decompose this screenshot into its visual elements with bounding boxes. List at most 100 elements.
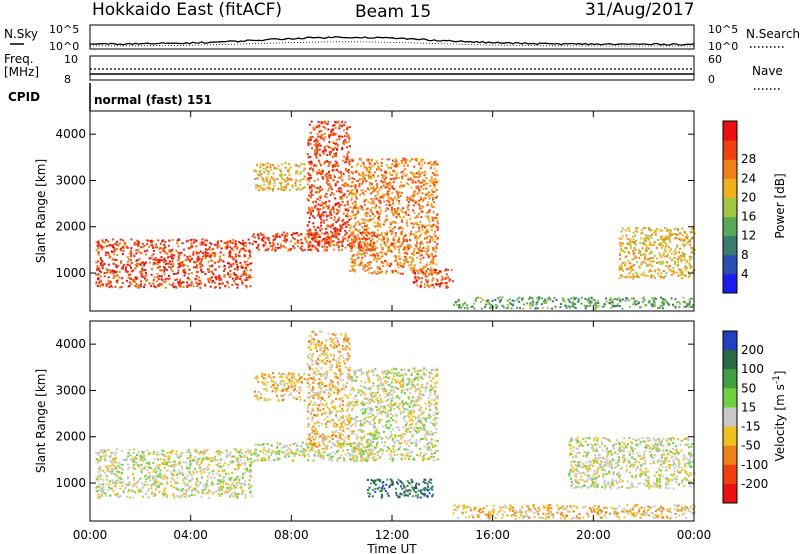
scatter-cell xyxy=(212,473,215,476)
scatter-cell xyxy=(392,169,395,172)
scatter-cell xyxy=(322,121,325,124)
scatter-cell xyxy=(428,235,431,238)
scatter-cell xyxy=(663,248,666,251)
scatter-cell xyxy=(110,487,112,490)
scatter-cell xyxy=(172,262,175,265)
scatter-cell xyxy=(415,231,418,234)
scatter-cell xyxy=(157,261,159,264)
scatter-cell xyxy=(681,277,684,280)
scatter-cell xyxy=(620,230,623,233)
scatter-cell xyxy=(577,297,580,300)
scatter-cell xyxy=(114,285,117,288)
scatter-cell xyxy=(155,486,158,489)
scatter-cell xyxy=(226,487,229,490)
scatter-cell xyxy=(165,455,168,458)
scatter-cell xyxy=(426,241,429,244)
scatter-cell xyxy=(217,276,220,279)
scatter-cell xyxy=(322,125,325,128)
scatter-cell xyxy=(158,282,161,285)
scatter-cell xyxy=(121,471,124,474)
scatter-cell xyxy=(292,232,295,235)
scatter-cell xyxy=(336,180,339,183)
scatter-cell xyxy=(181,242,184,245)
scatter-cell xyxy=(354,216,357,219)
scatter-cell xyxy=(431,262,434,265)
scatter-cell xyxy=(266,165,269,168)
scatter-cell xyxy=(224,472,227,475)
scatter-cell xyxy=(168,244,170,247)
scatter-cell xyxy=(229,479,232,481)
scatter-cell xyxy=(214,459,217,462)
scatter-cell xyxy=(435,182,438,185)
scatter-cell xyxy=(374,235,376,237)
scatter-cell xyxy=(311,147,313,150)
scatter-cell xyxy=(413,247,416,250)
scatter-cell xyxy=(256,245,259,248)
scatter-cell xyxy=(663,239,666,241)
scatter-cell xyxy=(404,158,407,161)
scatter-cell xyxy=(119,495,122,498)
scatter-cell xyxy=(670,248,673,251)
scatter-cell xyxy=(336,241,339,244)
scatter-cell xyxy=(676,245,679,248)
scatter-cell xyxy=(205,486,207,489)
scatter-cell xyxy=(664,275,667,278)
scatter-cell xyxy=(227,273,230,276)
scatter-cell xyxy=(140,468,143,471)
scatter-cell xyxy=(108,243,111,246)
scatter-cell xyxy=(95,281,98,284)
scatter-cell xyxy=(122,239,125,242)
scatter-cell xyxy=(341,120,344,123)
scatter-cell xyxy=(208,248,211,251)
scatter-cell xyxy=(222,464,225,467)
scatter-cell xyxy=(107,466,110,469)
scatter-cell xyxy=(159,269,162,272)
scatter-cell xyxy=(122,463,124,466)
scatter-cell xyxy=(331,133,333,136)
scatter-cell xyxy=(405,258,408,261)
scatter-cell xyxy=(232,479,235,482)
scatter-cell xyxy=(198,452,201,455)
scatter-cell xyxy=(330,446,333,449)
scatter-cell xyxy=(242,247,245,250)
scatter-cell xyxy=(378,216,381,218)
scatter-cell xyxy=(228,477,231,480)
scatter-cell xyxy=(135,285,138,288)
scatter-cell xyxy=(196,458,199,461)
scatter-cell xyxy=(251,243,254,246)
scatter-cell xyxy=(636,227,639,230)
scatter-cell xyxy=(415,159,418,162)
scatter-cell xyxy=(229,263,232,266)
scatter-cell xyxy=(112,457,115,460)
scatter-cell xyxy=(362,246,364,249)
scatter-cell xyxy=(241,282,244,285)
scatter-cell xyxy=(239,455,242,458)
scatter-cell xyxy=(311,446,314,449)
scatter-cell xyxy=(380,164,383,167)
scatter-cell xyxy=(618,277,621,280)
scatter-cell xyxy=(97,278,99,281)
scatter-cell xyxy=(256,163,259,166)
scatter-cell xyxy=(192,251,195,254)
scatter-cell xyxy=(221,451,223,454)
scatter-cell xyxy=(316,151,319,154)
scatter-cell xyxy=(214,261,216,264)
scatter-cell xyxy=(243,482,246,485)
scatter-cell xyxy=(318,168,321,171)
noise-tick-top-left: 10^5 xyxy=(49,23,79,36)
scatter-cell xyxy=(230,493,233,496)
scatter-cell xyxy=(317,211,320,214)
scatter-cell xyxy=(363,252,366,254)
scatter-cell xyxy=(138,466,141,469)
scatter-cell xyxy=(135,485,138,488)
scatter-cell xyxy=(159,251,162,254)
scatter-cell xyxy=(128,281,131,284)
scatter-cell xyxy=(310,137,313,139)
scatter-cell xyxy=(315,164,318,167)
scatter-cell xyxy=(255,187,257,190)
scatter-cell xyxy=(662,297,665,300)
scatter-cell xyxy=(373,202,376,205)
scatter-cell xyxy=(684,274,687,277)
scatter-cell xyxy=(368,183,371,186)
scatter-cell xyxy=(670,273,673,276)
